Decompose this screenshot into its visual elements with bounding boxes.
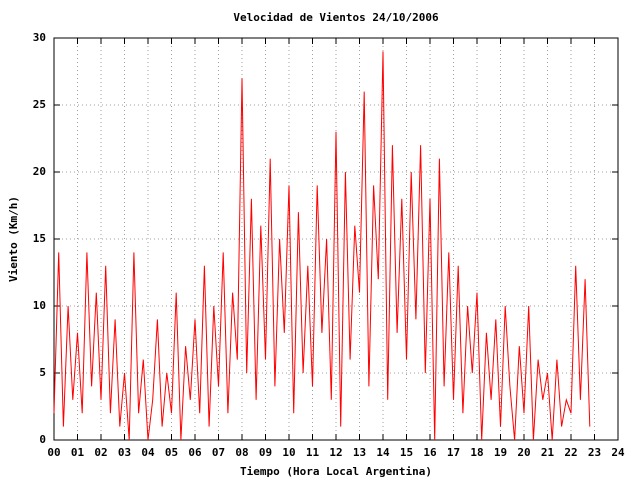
plot-frame [53, 37, 619, 441]
x-tick-label: 01 [71, 446, 85, 459]
x-tick-label: 12 [329, 446, 342, 459]
x-tick-label: 06 [188, 446, 202, 459]
x-tick-label: 17 [447, 446, 460, 459]
x-tick-label: 04 [141, 446, 155, 459]
y-tick-label: 0 [39, 433, 46, 446]
y-axis-label: Viento (Km/h) [7, 196, 20, 282]
y-tick-label: 15 [33, 232, 46, 245]
x-tick-label: 02 [94, 446, 107, 459]
x-tick-label: 24 [611, 446, 625, 459]
x-tick-label: 13 [353, 446, 366, 459]
x-tick-label: 20 [517, 446, 530, 459]
x-tick-label: 23 [588, 446, 601, 459]
x-axis-label: Tiempo (Hora Local Argentina) [240, 465, 432, 478]
x-tick-label: 15 [400, 446, 413, 459]
x-tick-label: 14 [376, 446, 390, 459]
x-tick-label: 19 [494, 446, 507, 459]
x-tick-label: 05 [165, 446, 178, 459]
x-tick-label: 18 [470, 446, 483, 459]
x-tick-label: 22 [564, 446, 577, 459]
x-tick-label: 11 [306, 446, 320, 459]
y-tick-label: 30 [33, 31, 46, 44]
x-tick-label: 07 [212, 446, 225, 459]
y-tick-label: 5 [39, 366, 46, 379]
y-tick-label: 10 [33, 299, 46, 312]
x-tick-label: 03 [118, 446, 131, 459]
x-tick-label: 00 [47, 446, 60, 459]
wind-line [53, 51, 591, 441]
y-tick-label: 20 [33, 165, 46, 178]
y-tick-label: 25 [33, 98, 46, 111]
x-tick-label: 09 [259, 446, 272, 459]
x-tick-label: 21 [541, 446, 555, 459]
x-tick-label: 10 [282, 446, 295, 459]
x-tick-label: 08 [235, 446, 248, 459]
x-tick-label: 16 [423, 446, 437, 459]
chart-title: Velocidad de Vientos 24/10/2006 [233, 11, 439, 24]
